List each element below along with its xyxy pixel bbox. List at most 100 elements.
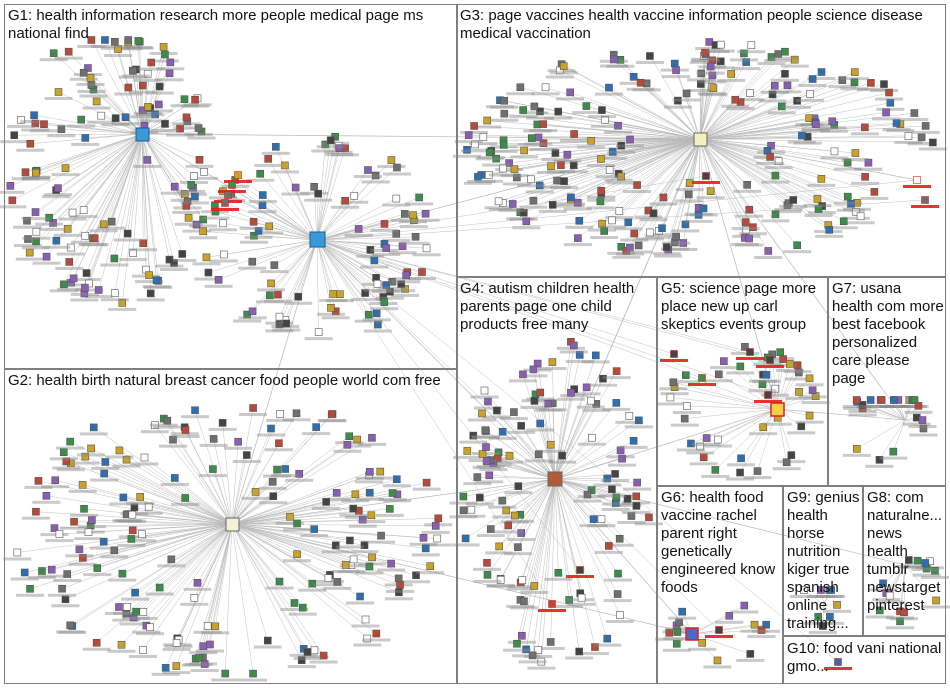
- network-node[interactable]: [703, 656, 732, 669]
- network-node[interactable]: [587, 186, 616, 199]
- network-node[interactable]: [529, 120, 558, 133]
- network-node[interactable]: [721, 95, 750, 108]
- network-node[interactable]: [833, 158, 862, 171]
- network-node[interactable]: [509, 597, 538, 610]
- network-node[interactable]: [384, 588, 413, 601]
- network-node[interactable]: [504, 482, 533, 495]
- network-node[interactable]: [717, 70, 746, 82]
- network-node[interactable]: [355, 488, 384, 501]
- network-node[interactable]: [114, 36, 143, 49]
- network-node[interactable]: [412, 244, 441, 257]
- network-node[interactable]: [77, 36, 106, 49]
- network-node[interactable]: [363, 279, 392, 292]
- network-node[interactable]: [785, 388, 814, 400]
- network-node[interactable]: [922, 596, 950, 609]
- network-node[interactable]: [239, 404, 268, 417]
- network-node[interactable]: [517, 134, 546, 147]
- network-node[interactable]: [756, 356, 784, 369]
- network-node[interactable]: [90, 36, 119, 49]
- network-node[interactable]: [254, 155, 283, 167]
- network-node[interactable]: [463, 473, 492, 486]
- network-node[interactable]: [593, 474, 622, 487]
- network-node[interactable]: [56, 621, 85, 634]
- network-node[interactable]: [597, 216, 626, 229]
- network-node[interactable]: [526, 388, 555, 401]
- network-node[interactable]: [760, 82, 789, 94]
- network-node[interactable]: [572, 102, 601, 115]
- network-node[interactable]: [71, 452, 100, 465]
- network-node[interactable]: [890, 608, 919, 621]
- network-node[interactable]: [211, 199, 239, 212]
- network-node[interactable]: [488, 496, 517, 509]
- network-node[interactable]: [536, 440, 565, 453]
- network-node[interactable]: [224, 171, 252, 184]
- network-node[interactable]: [614, 218, 643, 231]
- network-node[interactable]: [567, 593, 596, 606]
- network-node[interactable]: [815, 613, 844, 625]
- network-node[interactable]: [208, 419, 237, 431]
- network-node[interactable]: [160, 182, 189, 195]
- network-node[interactable]: [15, 248, 44, 261]
- network-node[interactable]: [248, 191, 277, 204]
- network-node[interactable]: [604, 121, 633, 134]
- network-node[interactable]: [820, 147, 849, 160]
- network-node[interactable]: [473, 559, 502, 571]
- network-node[interactable]: [553, 150, 582, 163]
- network-node[interactable]: [736, 89, 765, 102]
- network-node[interactable]: [284, 292, 313, 305]
- network-node[interactable]: [727, 454, 756, 467]
- network-node[interactable]: [904, 402, 933, 414]
- network-node[interactable]: [129, 646, 158, 658]
- network-node[interactable]: [10, 568, 39, 581]
- network-node[interactable]: [193, 622, 222, 634]
- network-node[interactable]: [754, 247, 783, 259]
- network-node[interactable]: [526, 419, 555, 432]
- network-node[interactable]: [377, 559, 406, 572]
- network-node[interactable]: [660, 350, 688, 363]
- network-node[interactable]: [548, 451, 577, 464]
- network-node[interactable]: [101, 114, 130, 127]
- network-node[interactable]: [339, 504, 368, 517]
- network-node[interactable]: [190, 168, 219, 180]
- network-node[interactable]: [622, 502, 651, 514]
- network-node[interactable]: [56, 243, 85, 256]
- network-node[interactable]: [16, 139, 45, 152]
- network-node[interactable]: [559, 161, 588, 174]
- network-node[interactable]: [736, 348, 764, 361]
- network-node[interactable]: [89, 220, 118, 233]
- network-node[interactable]: [676, 439, 705, 452]
- network-node[interactable]: [787, 422, 816, 435]
- network-node[interactable]: [39, 219, 68, 231]
- network-node[interactable]: [488, 427, 517, 440]
- network-node[interactable]: [672, 89, 701, 102]
- network-node[interactable]: [623, 478, 652, 491]
- network-node[interactable]: [323, 578, 352, 590]
- network-node[interactable]: [48, 584, 77, 597]
- network-node[interactable]: [72, 269, 101, 282]
- network-node[interactable]: [190, 660, 219, 673]
- network-node[interactable]: [701, 466, 730, 478]
- network-node[interactable]: [829, 217, 858, 230]
- network-node[interactable]: [280, 599, 309, 611]
- network-node[interactable]: [624, 241, 653, 254]
- network-node[interactable]: [87, 111, 116, 124]
- network-node[interactable]: [736, 650, 765, 662]
- network-node[interactable]: [732, 58, 761, 71]
- hub-node-g5[interactable]: [770, 402, 785, 417]
- network-node[interactable]: [908, 416, 937, 429]
- network-node[interactable]: [509, 106, 538, 119]
- network-node[interactable]: [841, 149, 870, 162]
- network-node[interactable]: [607, 243, 636, 255]
- hub-node-bridge[interactable]: [309, 231, 326, 248]
- network-node[interactable]: [541, 149, 570, 162]
- network-node[interactable]: [60, 517, 89, 530]
- network-node[interactable]: [113, 602, 142, 615]
- network-node[interactable]: [107, 640, 136, 653]
- network-node[interactable]: [490, 96, 519, 109]
- network-node[interactable]: [43, 184, 72, 197]
- network-node[interactable]: [798, 75, 827, 88]
- network-node[interactable]: [21, 119, 50, 132]
- network-node[interactable]: [300, 182, 329, 195]
- network-node[interactable]: [449, 492, 478, 505]
- network-node[interactable]: [309, 651, 338, 664]
